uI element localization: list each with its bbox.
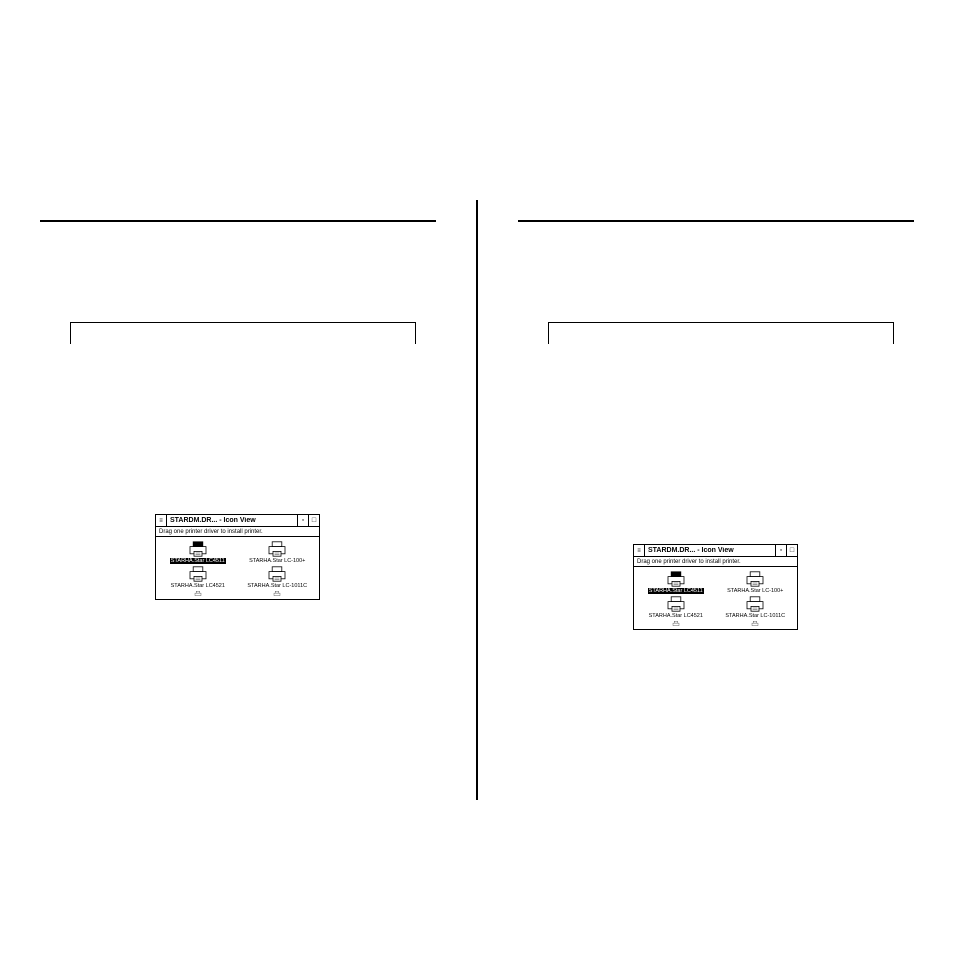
icon-label: STARHA.Star LC4521 [170,583,226,589]
right-hrule [518,220,914,222]
printer-icon [745,621,765,627]
icon-label: STARHA.Star LC-1011C [246,583,308,589]
spacer [40,344,436,514]
printer-icon [188,591,208,597]
system-menu-icon[interactable]: ≡ [634,545,645,556]
window-body: STARHA.Star LC4511 STARHA.Star LC-100+ [156,537,319,599]
printer-item[interactable]: STARHA.Star LC-100+ [719,571,791,594]
printer-item[interactable]: STARHA.Star LC-1011C [241,566,313,589]
icon-row-partial [636,621,795,627]
maximize-icon[interactable]: □ [786,545,797,556]
window-subtitle: Drag one printer driver to install print… [634,557,797,567]
printer-icon [267,566,287,582]
icon-label: STARHA.Star LC-100+ [248,558,306,564]
printer-item[interactable] [640,621,712,627]
printer-icon [188,566,208,582]
printer-icon [188,541,208,557]
printer-item[interactable]: STARHA.Star LC-1011C [719,596,791,619]
printer-item[interactable]: STARHA.Star LC4521 [162,566,234,589]
titlebar[interactable]: ≡ STARDM.DR... - Icon View ▫ □ [156,515,319,527]
printer-icon [267,541,287,557]
printer-icon [666,621,686,627]
left-box [70,322,416,344]
window-subtitle: Drag one printer driver to install print… [156,527,319,537]
printer-icon [666,571,686,587]
printer-item[interactable] [241,591,313,597]
left-window: ≡ STARDM.DR... - Icon View ▫ □ Drag one … [155,514,320,600]
window-title: STARDM.DR... - Icon View [645,547,775,554]
icon-label: STARHA.Star LC4511 [170,558,226,564]
window-title: STARDM.DR... - Icon View [167,517,297,524]
printer-icon [267,591,287,597]
minimize-icon[interactable]: ▫ [775,545,786,556]
spacer [518,344,914,544]
right-window: ≡ STARDM.DR... - Icon View ▫ □ Drag one … [633,544,798,630]
icon-label: STARHA.Star LC4511 [648,588,704,594]
left-column: ≡ STARDM.DR... - Icon View ▫ □ Drag one … [0,220,476,954]
right-box [548,322,894,344]
right-column: ≡ STARDM.DR... - Icon View ▫ □ Drag one … [478,220,954,954]
printer-icon [745,596,765,612]
printer-item[interactable] [162,591,234,597]
maximize-icon[interactable]: □ [308,515,319,526]
printer-item[interactable]: STARHA.Star LC-100+ [241,541,313,564]
printer-icon [666,596,686,612]
window-body: STARHA.Star LC4511 STARHA.Star LC-100+ [634,567,797,629]
icon-row: STARHA.Star LC4511 STARHA.Star LC-100+ [158,541,317,564]
icon-label: STARHA.Star LC-100+ [726,588,784,594]
icon-row: STARHA.Star LC4521 STARHA.Star LC-1011C [636,596,795,619]
icon-row: STARHA.Star LC4521 STARHA.Star LC-1011C [158,566,317,589]
icon-label: STARHA.Star LC-1011C [724,613,786,619]
icon-row: STARHA.Star LC4511 STARHA.Star LC-100+ [636,571,795,594]
icon-row-partial [158,591,317,597]
system-menu-icon[interactable]: ≡ [156,515,167,526]
minimize-icon[interactable]: ▫ [297,515,308,526]
printer-icon [745,571,765,587]
printer-item[interactable]: STARHA.Star LC4511 [162,541,234,564]
titlebar[interactable]: ≡ STARDM.DR... - Icon View ▫ □ [634,545,797,557]
printer-item[interactable] [719,621,791,627]
printer-item[interactable]: STARHA.Star LC4511 [640,571,712,594]
printer-item[interactable]: STARHA.Star LC4521 [640,596,712,619]
page: ≡ STARDM.DR... - Icon View ▫ □ Drag one … [0,0,954,954]
icon-label: STARHA.Star LC4521 [648,613,704,619]
left-hrule [40,220,436,222]
